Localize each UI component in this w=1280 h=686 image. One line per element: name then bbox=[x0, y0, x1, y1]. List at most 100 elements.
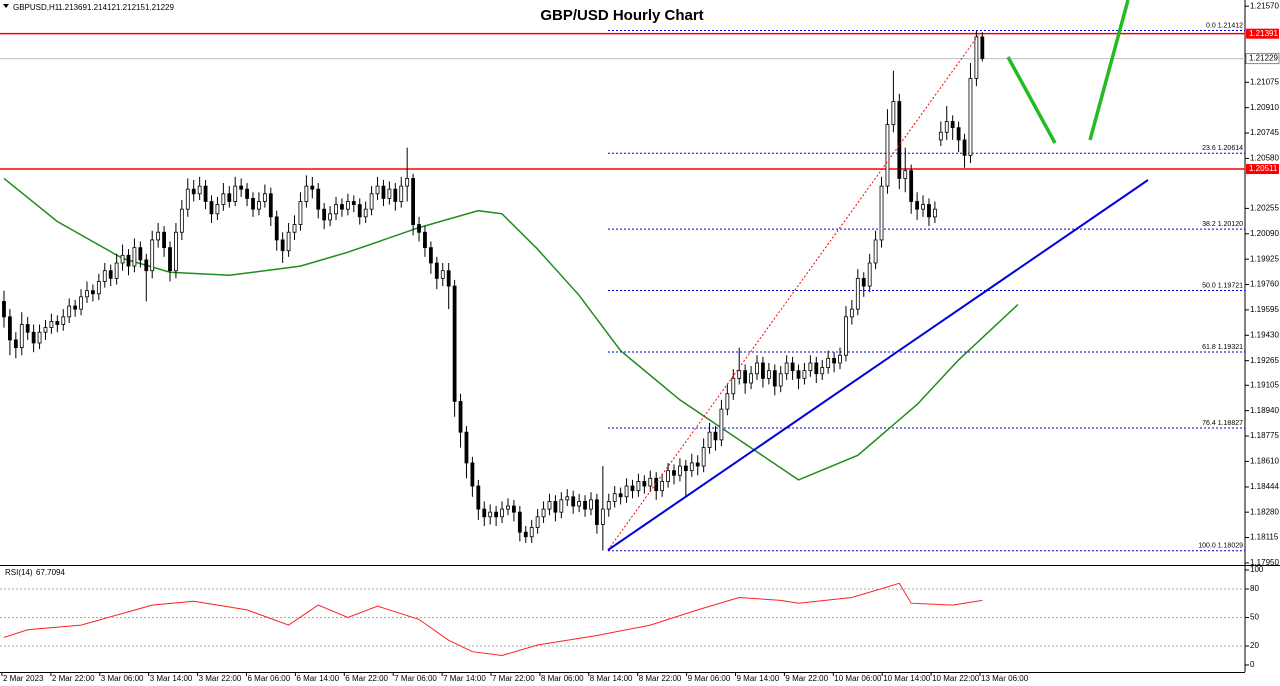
candle-body bbox=[612, 493, 617, 502]
x-tick-label: 3 Mar 06:00 bbox=[101, 674, 144, 683]
rsi-tick-label: 20 bbox=[1250, 641, 1259, 650]
candle-body bbox=[191, 188, 196, 195]
menu-triangle bbox=[3, 4, 9, 8]
candle-body bbox=[423, 231, 427, 249]
x-tick-label: 3 Mar 14:00 bbox=[150, 674, 193, 683]
candle-body bbox=[345, 201, 350, 210]
candle-body bbox=[761, 362, 765, 379]
candle-body bbox=[648, 477, 653, 487]
candle-body bbox=[921, 204, 925, 210]
candle-body bbox=[701, 447, 706, 467]
candle-body bbox=[132, 247, 137, 267]
candle-body bbox=[838, 354, 842, 364]
ohlc-low: 1.21215 bbox=[116, 3, 145, 12]
candle-body bbox=[672, 470, 676, 476]
fib-label: 23.6 1.20614 bbox=[1202, 145, 1243, 152]
arrow-down-leg bbox=[1006, 56, 1057, 144]
candle-body bbox=[221, 193, 226, 205]
price-line-label: 1.20511 bbox=[1249, 164, 1278, 173]
candle-body bbox=[387, 188, 392, 199]
candle-body bbox=[316, 188, 321, 210]
candle-body bbox=[239, 185, 244, 190]
candle-body bbox=[67, 305, 72, 318]
candle-body bbox=[476, 485, 481, 510]
x-tick-label: 10 Mar 06:00 bbox=[834, 674, 882, 683]
candle-body bbox=[322, 208, 327, 221]
candle-body bbox=[589, 499, 593, 510]
x-tick-label: 13 Mar 06:00 bbox=[981, 674, 1029, 683]
x-tick-label: 10 Mar 22:00 bbox=[932, 674, 980, 683]
candle-body bbox=[743, 370, 748, 384]
candle-body bbox=[399, 185, 404, 202]
candle-body bbox=[600, 508, 605, 525]
candle-body bbox=[494, 511, 499, 518]
y-tick-label: 1.18444 bbox=[1250, 482, 1279, 491]
ohlc-open: 1.21369 bbox=[58, 3, 87, 12]
y-tick-label: 1.19595 bbox=[1250, 305, 1279, 314]
rsi-value: 67.7094 bbox=[36, 568, 65, 577]
candle-body bbox=[980, 36, 985, 59]
trend-line bbox=[607, 179, 1149, 551]
candle-body bbox=[227, 193, 232, 202]
candle-body bbox=[932, 208, 937, 218]
candle-body bbox=[541, 508, 546, 518]
candle-body bbox=[179, 208, 184, 233]
candle-body bbox=[642, 481, 647, 487]
candle-body bbox=[446, 270, 451, 287]
candle-body bbox=[381, 185, 386, 199]
fib-label: 50.0 1.19721 bbox=[1202, 282, 1243, 289]
candle-body bbox=[417, 224, 421, 233]
candle-body bbox=[245, 188, 249, 199]
candle-body bbox=[808, 362, 813, 372]
candle-body bbox=[363, 208, 368, 218]
candle-body bbox=[31, 331, 36, 344]
candle-body bbox=[713, 431, 718, 441]
x-tick-label: 8 Mar 22:00 bbox=[639, 674, 682, 683]
candle-body bbox=[861, 277, 866, 287]
x-tick-label: 9 Mar 06:00 bbox=[688, 674, 731, 683]
candle-body bbox=[944, 121, 949, 133]
candle-body bbox=[950, 121, 955, 129]
candle-body bbox=[108, 270, 113, 279]
candle-body bbox=[209, 201, 214, 215]
candle-body bbox=[529, 527, 534, 538]
ohlc-close: 1.21229 bbox=[145, 3, 174, 12]
candle-body bbox=[174, 231, 178, 272]
fib-label: 0.0 1.21412 bbox=[1206, 22, 1243, 29]
candle-body bbox=[280, 239, 285, 252]
fib-label: 76.4 1.18827 bbox=[1202, 420, 1243, 427]
current-price-label: 1.21229 bbox=[1249, 54, 1278, 63]
candle-body bbox=[274, 216, 279, 241]
candle-body bbox=[13, 339, 18, 348]
candle-body bbox=[606, 501, 611, 510]
x-tick-label: 6 Mar 14:00 bbox=[296, 674, 339, 683]
y-tick-label: 1.20910 bbox=[1250, 103, 1279, 112]
candle-body bbox=[144, 259, 149, 272]
candle-body bbox=[731, 377, 736, 395]
candle-body bbox=[25, 324, 30, 333]
candle-body bbox=[286, 231, 291, 252]
candle-body bbox=[772, 370, 777, 387]
candle-body bbox=[660, 481, 665, 492]
fib-label: 38.2 1.20120 bbox=[1202, 221, 1243, 228]
x-tick-label: 6 Mar 06:00 bbox=[248, 674, 291, 683]
x-tick-label: 7 Mar 22:00 bbox=[492, 674, 535, 683]
candle-body bbox=[79, 296, 83, 310]
x-tick-label: 10 Mar 14:00 bbox=[883, 674, 931, 683]
rsi-tick-label: 50 bbox=[1250, 613, 1259, 622]
candle-body bbox=[802, 370, 807, 379]
y-tick-label: 1.20255 bbox=[1250, 204, 1279, 213]
candle-body bbox=[636, 481, 641, 492]
rsi-label: RSI(14) bbox=[5, 568, 33, 577]
candle-body bbox=[96, 281, 101, 295]
candle-body bbox=[506, 505, 510, 510]
candle-body bbox=[630, 485, 635, 492]
y-tick-label: 1.21570 bbox=[1250, 1, 1279, 10]
y-tick-label: 1.18940 bbox=[1250, 406, 1279, 415]
candle-body bbox=[428, 247, 433, 264]
candle-body bbox=[749, 373, 753, 384]
candle-body bbox=[535, 516, 540, 528]
candle-body bbox=[938, 131, 943, 141]
candle-body bbox=[292, 224, 297, 233]
